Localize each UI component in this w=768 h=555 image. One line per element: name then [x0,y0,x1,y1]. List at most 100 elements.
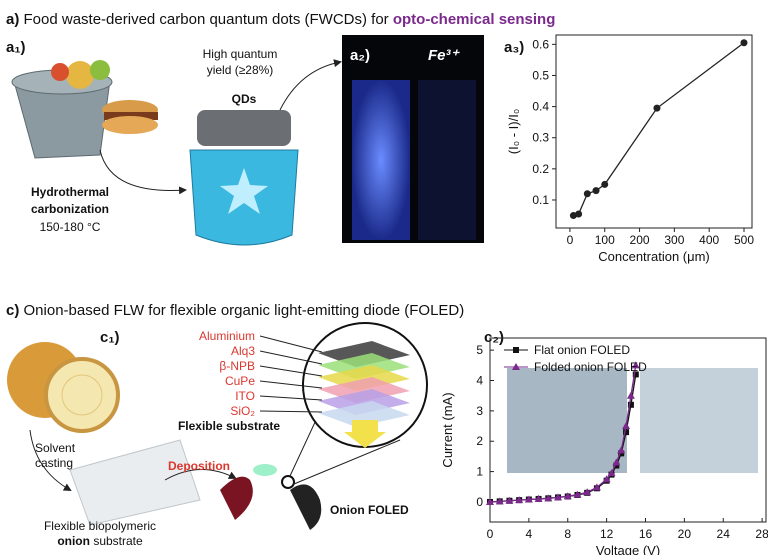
film [69,439,201,526]
process-label: Deposition [168,459,230,473]
sub-label: a₁) [6,39,26,56]
x-tick-label: 400 [699,233,719,247]
y-tick-label: 5 [476,343,483,357]
legend-label: Folded onion FOLED [534,360,647,374]
sub-label: a₂) [350,47,370,64]
layer-label: Alq3 [231,344,255,358]
x-axis-label: Concentration (μm) [598,249,710,264]
substrate-label: Flexible biopolymeric [44,519,156,533]
y-tick-label: 0.2 [532,162,549,176]
leader [259,335,323,353]
data-point [534,494,543,502]
device-photo [507,368,627,473]
legend-marker [513,347,519,353]
data-point [524,495,533,503]
x-tick-label: 28 [755,527,768,541]
x-tick-label: 200 [630,233,650,247]
data-point [592,187,600,195]
layer-label: β-NPB [219,359,255,373]
data-point [618,450,625,457]
data-point [632,371,639,378]
data-point [495,497,504,505]
legend-marker [512,363,520,370]
substrate-label: onion substrate [57,534,143,548]
x-tick-label: 500 [734,233,754,247]
data-point [544,494,553,502]
data-point [563,492,572,500]
panel-label: c) [6,302,19,319]
sub-label: c₁) [100,329,120,346]
cuvette-glow [352,80,410,240]
panel-label: a) [6,11,19,28]
arrow [164,469,237,481]
x-tick-label: 20 [678,527,692,541]
data-point [573,490,582,498]
onion-icon [7,342,120,433]
foled-device [220,389,401,530]
x-tick-label: 24 [717,527,731,541]
data-point [627,401,634,408]
y-tick-label: 2 [476,434,483,448]
data-point [607,469,616,477]
data-point [626,391,635,399]
y-tick-label: 0 [476,495,483,509]
title-text: Food waste-derived carbon quantum dots (… [24,11,389,28]
x-tick-label: 16 [639,527,653,541]
title-highlight: opto-chemical sensing [393,11,556,28]
layer-label: Aluminium [199,329,255,343]
data-point [653,104,661,112]
arrow [29,429,72,491]
data-point [740,39,748,47]
x-tick-label: 0 [567,233,574,247]
x-axis-label: Voltage (V) [596,543,660,555]
emission-arrow [344,420,386,448]
leader [259,380,323,389]
y-axis-label: (I₀ - I)/I₀ [506,109,521,154]
layer-label: SiO₂ [230,404,255,418]
plot-frame [489,337,767,523]
y-axis-label: Current (mA) [440,392,455,467]
text: substrate [93,534,143,548]
y-tick-label: 0.3 [532,131,549,145]
layer-label: Flexible substrate [178,419,280,433]
panel-title: c) Onion-based FLW for flexible organic … [6,302,464,319]
process-label: casting [35,456,73,470]
arrow [99,149,187,195]
data-point [622,422,631,430]
title-text: Onion-based FLW for flexible organic lig… [24,302,465,319]
data-point [486,497,494,505]
data-point [617,446,626,454]
ion-label: Fe³⁺ [428,47,461,64]
qd-vial [189,110,299,246]
y-tick-label: 3 [476,404,483,418]
leader [259,410,323,413]
data-point [612,458,621,466]
data-point [583,488,592,496]
legend-label: Flat onion FOLED [534,343,630,357]
arrow [279,59,342,111]
leader [259,350,323,365]
leader [259,365,323,377]
y-tick-label: 0.5 [532,68,549,82]
device-photo [640,368,758,473]
temperature: 150-180 °C [40,220,101,234]
data-point [613,462,620,469]
food-waste-icon [11,60,158,159]
cuvette-quenched [418,80,476,240]
x-tick-label: 8 [564,527,571,541]
device-label: Onion FOLED [330,503,409,517]
charts: 0 100 200 300 400 5000.10.20.30.40.50.6Concen… [440,34,768,555]
yield-label: yield (≥28%) [207,63,274,77]
panel-title: a) Food waste-derived carbon quantum dot… [6,11,555,28]
data-point [515,496,524,504]
yield-label: High quantum [203,47,278,61]
layer-label: CuPe [225,374,255,388]
layer-label: ITO [235,389,255,403]
sub-label: a₃) [504,39,524,56]
data-point [601,180,609,188]
y-tick-label: 0.4 [532,100,549,114]
qds-label: QDs [232,92,257,106]
layer [318,401,410,427]
data-point [623,429,630,436]
